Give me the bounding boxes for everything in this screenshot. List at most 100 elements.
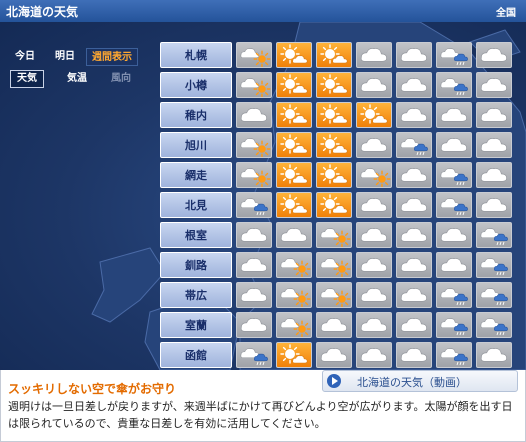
sun-cloud-icon[interactable]: [316, 132, 352, 158]
location-button[interactable]: 旭川: [160, 132, 232, 158]
cloud-icon[interactable]: [396, 342, 432, 368]
cloud-icon[interactable]: [396, 312, 432, 338]
cloud-rain-icon[interactable]: [436, 342, 472, 368]
location-button[interactable]: 帯広: [160, 282, 232, 308]
cloud-sun-icon[interactable]: [236, 42, 272, 68]
cloud-icon[interactable]: [396, 162, 432, 188]
location-button[interactable]: 室蘭: [160, 312, 232, 338]
cloud-icon[interactable]: [396, 252, 432, 278]
sun-cloud-icon[interactable]: [276, 342, 312, 368]
cloud-icon[interactable]: [436, 132, 472, 158]
cloud-icon[interactable]: [356, 312, 392, 338]
sun-cloud-icon[interactable]: [276, 72, 312, 98]
cloud-rain-icon[interactable]: [436, 192, 472, 218]
tab-today[interactable]: 今日: [15, 51, 35, 62]
sun-cloud-icon[interactable]: [276, 162, 312, 188]
cloud-icon[interactable]: [356, 282, 392, 308]
cloud-icon[interactable]: [356, 72, 392, 98]
sun-cloud-icon[interactable]: [276, 102, 312, 128]
cloud-icon[interactable]: [236, 252, 272, 278]
cloud-icon[interactable]: [396, 72, 432, 98]
cloud-rain-icon[interactable]: [476, 282, 512, 308]
cloud-icon[interactable]: [316, 342, 352, 368]
cloud-sun-icon[interactable]: [236, 132, 272, 158]
subtab-wind[interactable]: 風向: [111, 73, 131, 84]
cloud-icon[interactable]: [436, 252, 472, 278]
cloud-rain-icon[interactable]: [476, 252, 512, 278]
sun-cloud-icon[interactable]: [316, 102, 352, 128]
cloud-icon[interactable]: [236, 102, 272, 128]
cloud-sun-icon[interactable]: [316, 282, 352, 308]
cloud-icon[interactable]: [356, 222, 392, 248]
cloud-icon[interactable]: [356, 342, 392, 368]
cloud-rain-icon[interactable]: [476, 222, 512, 248]
cloud-icon[interactable]: [476, 342, 512, 368]
location-button[interactable]: 北見: [160, 192, 232, 218]
cloud-rain-icon[interactable]: [436, 282, 472, 308]
cloud-icon[interactable]: [316, 312, 352, 338]
cloud-icon[interactable]: [476, 102, 512, 128]
cloud-icon[interactable]: [476, 192, 512, 218]
location-button[interactable]: 釧路: [160, 252, 232, 278]
cloud-icon[interactable]: [436, 222, 472, 248]
cloud-sun-icon[interactable]: [276, 312, 312, 338]
sun-cloud-icon[interactable]: [356, 102, 392, 128]
forecast-comment: 週明けは一旦日差しが戻りますが、来週半ばにかけて再びどんより空が広がります。太陽…: [8, 400, 513, 430]
cloud-sun-icon[interactable]: [276, 252, 312, 278]
cloud-icon[interactable]: [476, 162, 512, 188]
cloud-rain-icon[interactable]: [236, 342, 272, 368]
cloud-rain-icon[interactable]: [396, 132, 432, 158]
sun-cloud-icon[interactable]: [276, 42, 312, 68]
cloud-icon[interactable]: [236, 222, 272, 248]
cloud-rain-icon[interactable]: [436, 312, 472, 338]
cloud-sun-icon[interactable]: [236, 162, 272, 188]
cloud-icon[interactable]: [356, 192, 392, 218]
cloud-rain-icon[interactable]: [476, 312, 512, 338]
location-button[interactable]: 稚内: [160, 102, 232, 128]
cloud-icon[interactable]: [436, 102, 472, 128]
cloud-icon[interactable]: [476, 42, 512, 68]
tab-weekly[interactable]: 週間表示: [86, 48, 138, 66]
location-button[interactable]: 小樽: [160, 72, 232, 98]
sun-cloud-icon[interactable]: [276, 192, 312, 218]
cloud-icon[interactable]: [396, 282, 432, 308]
sun-cloud-icon[interactable]: [316, 162, 352, 188]
subtab-weather[interactable]: 天気: [10, 70, 44, 88]
forecast-row: 札幌: [160, 42, 512, 68]
location-button[interactable]: 根室: [160, 222, 232, 248]
cloud-icon[interactable]: [236, 312, 272, 338]
cloud-icon[interactable]: [356, 132, 392, 158]
cloud-sun-icon[interactable]: [356, 162, 392, 188]
cloud-icon[interactable]: [396, 42, 432, 68]
cloud-icon[interactable]: [356, 252, 392, 278]
cloud-rain-icon[interactable]: [436, 162, 472, 188]
cloud-rain-icon[interactable]: [436, 72, 472, 98]
cloud-sun-icon[interactable]: [316, 222, 352, 248]
cloud-icon[interactable]: [276, 222, 312, 248]
cloud-icon[interactable]: [476, 72, 512, 98]
sun-cloud-icon[interactable]: [316, 42, 352, 68]
location-button[interactable]: 網走: [160, 162, 232, 188]
sun-cloud-icon[interactable]: [316, 72, 352, 98]
cloud-sun-icon[interactable]: [236, 72, 272, 98]
cloud-rain-icon[interactable]: [436, 42, 472, 68]
sun-cloud-icon[interactable]: [276, 132, 312, 158]
cloud-icon[interactable]: [396, 102, 432, 128]
cloud-sun-icon[interactable]: [316, 252, 352, 278]
cloud-icon[interactable]: [476, 132, 512, 158]
nationwide-link[interactable]: 全国: [496, 8, 516, 19]
cloud-icon[interactable]: [396, 192, 432, 218]
forecast-row: 帯広: [160, 282, 512, 308]
subtab-temperature[interactable]: 気温: [67, 73, 87, 84]
cloud-rain-icon[interactable]: [236, 192, 272, 218]
sun-cloud-icon[interactable]: [316, 192, 352, 218]
cloud-icon[interactable]: [396, 222, 432, 248]
cloud-icon[interactable]: [236, 282, 272, 308]
cloud-icon[interactable]: [356, 42, 392, 68]
location-button[interactable]: 函館: [160, 342, 232, 368]
cloud-sun-icon[interactable]: [276, 282, 312, 308]
tab-tomorrow[interactable]: 明日: [55, 51, 75, 62]
forecast-row: 釧路: [160, 252, 512, 278]
video-link[interactable]: 北海道の天気（動画）: [322, 370, 518, 392]
location-button[interactable]: 札幌: [160, 42, 232, 68]
